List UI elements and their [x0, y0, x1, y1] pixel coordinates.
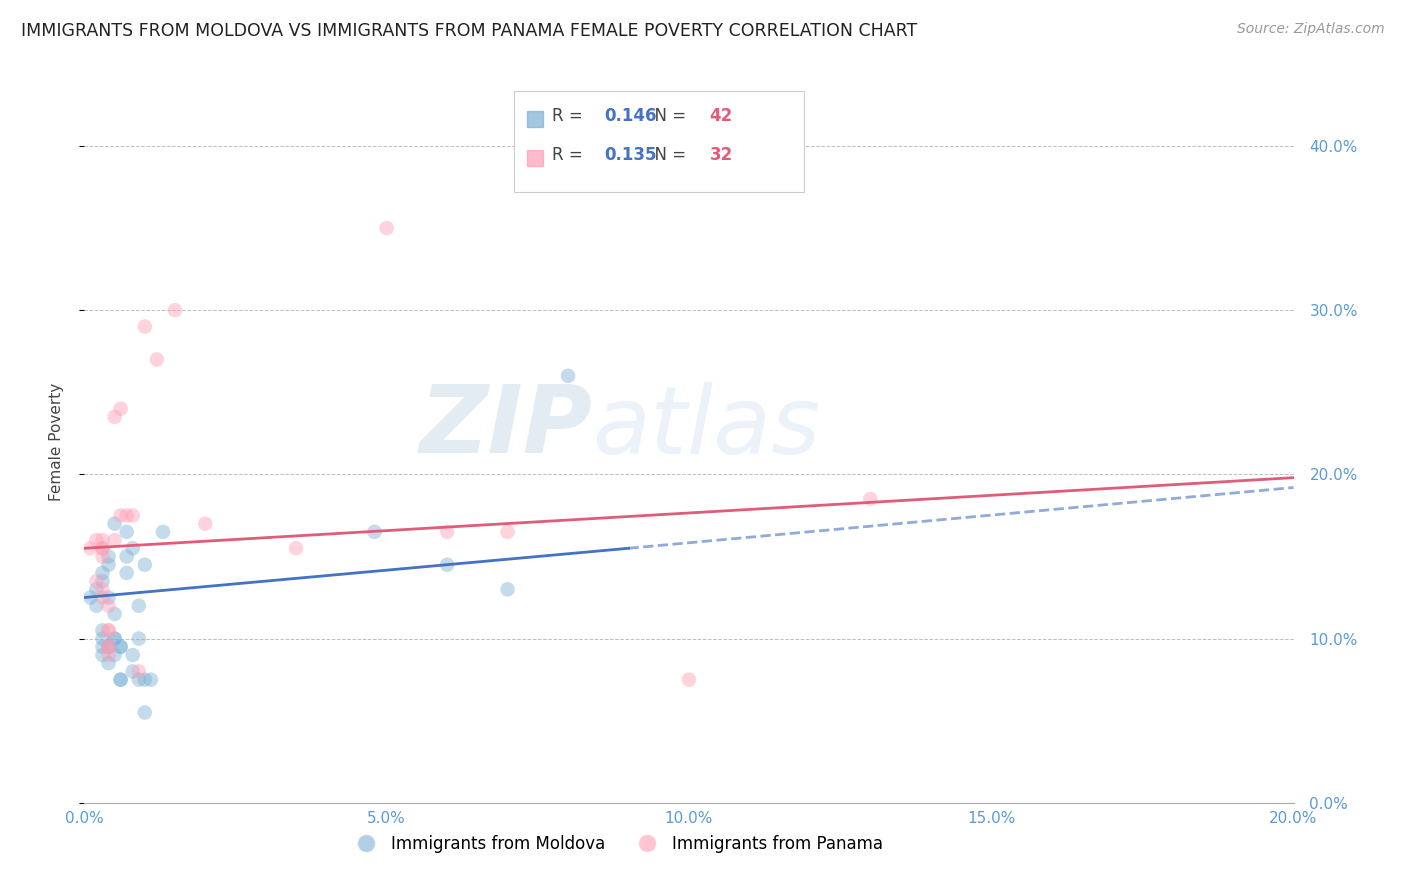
Point: [97, 648, 120, 662]
Point: [110, 640, 132, 654]
Point: [121, 665, 143, 679]
Point: [91, 624, 114, 638]
Point: [139, 673, 162, 687]
Text: 42: 42: [710, 107, 733, 126]
Point: [165, 303, 187, 318]
Point: [496, 524, 519, 539]
Text: N =: N =: [644, 107, 692, 126]
Point: [134, 706, 156, 720]
Point: [128, 673, 150, 687]
Point: [436, 524, 458, 539]
Point: [104, 607, 127, 621]
Text: IMMIGRANTS FROM MOLDOVA VS IMMIGRANTS FROM PANAMA FEMALE POVERTY CORRELATION CHA: IMMIGRANTS FROM MOLDOVA VS IMMIGRANTS FR…: [21, 22, 917, 40]
Point: [146, 352, 169, 367]
Point: [97, 591, 120, 605]
Point: [678, 673, 700, 687]
Text: Source: ZipAtlas.com: Source: ZipAtlas.com: [1237, 22, 1385, 37]
Point: [97, 599, 120, 613]
Point: [97, 657, 120, 671]
Point: [496, 582, 519, 597]
Point: [152, 524, 174, 539]
Point: [115, 524, 138, 539]
Text: R =: R =: [553, 146, 588, 164]
Point: [104, 409, 127, 424]
Point: [91, 648, 114, 662]
Point: [115, 549, 138, 564]
Point: [121, 508, 143, 523]
Point: [79, 541, 101, 556]
Point: [104, 533, 127, 547]
FancyBboxPatch shape: [513, 91, 804, 193]
Point: [194, 516, 217, 531]
Text: N =: N =: [644, 146, 692, 164]
Point: [134, 558, 156, 572]
Point: [134, 319, 156, 334]
Text: atlas: atlas: [592, 382, 821, 473]
Point: [128, 665, 150, 679]
Point: [97, 640, 120, 654]
Legend: Immigrants from Moldova, Immigrants from Panama: Immigrants from Moldova, Immigrants from…: [343, 828, 890, 860]
Point: [91, 640, 114, 654]
Point: [86, 582, 108, 597]
Point: [104, 648, 127, 662]
Point: [859, 491, 882, 506]
Text: 32: 32: [710, 146, 733, 164]
Point: [128, 632, 150, 646]
Point: [104, 516, 127, 531]
Point: [91, 549, 114, 564]
Point: [115, 508, 138, 523]
Point: [110, 640, 132, 654]
Text: 0.135: 0.135: [605, 146, 657, 164]
Point: [97, 624, 120, 638]
Text: 0.146: 0.146: [605, 107, 657, 126]
Point: [110, 673, 132, 687]
Point: [363, 524, 385, 539]
Point: [91, 533, 114, 547]
Point: [97, 640, 120, 654]
Point: [86, 599, 108, 613]
Point: [97, 624, 120, 638]
Point: [104, 632, 127, 646]
Point: [91, 582, 114, 597]
Point: [97, 558, 120, 572]
Point: [91, 566, 114, 580]
Point: [104, 632, 127, 646]
Point: [91, 591, 114, 605]
Point: [86, 533, 108, 547]
Point: [97, 640, 120, 654]
Point: [91, 541, 114, 556]
Point: [115, 566, 138, 580]
Point: [79, 591, 101, 605]
Point: [557, 368, 579, 383]
Point: [128, 599, 150, 613]
Point: [436, 558, 458, 572]
Point: [86, 574, 108, 588]
Point: [121, 648, 143, 662]
Point: [97, 640, 120, 654]
Point: [91, 574, 114, 588]
Text: R =: R =: [553, 107, 588, 126]
Point: [134, 673, 156, 687]
Point: [285, 541, 308, 556]
Point: [110, 508, 132, 523]
Point: [110, 401, 132, 416]
Point: [97, 549, 120, 564]
Point: [121, 541, 143, 556]
Point: [91, 632, 114, 646]
Text: ZIP: ZIP: [419, 381, 592, 473]
Point: [375, 221, 398, 235]
Y-axis label: Female Poverty: Female Poverty: [49, 383, 63, 500]
Point: [110, 673, 132, 687]
Point: [91, 541, 114, 556]
